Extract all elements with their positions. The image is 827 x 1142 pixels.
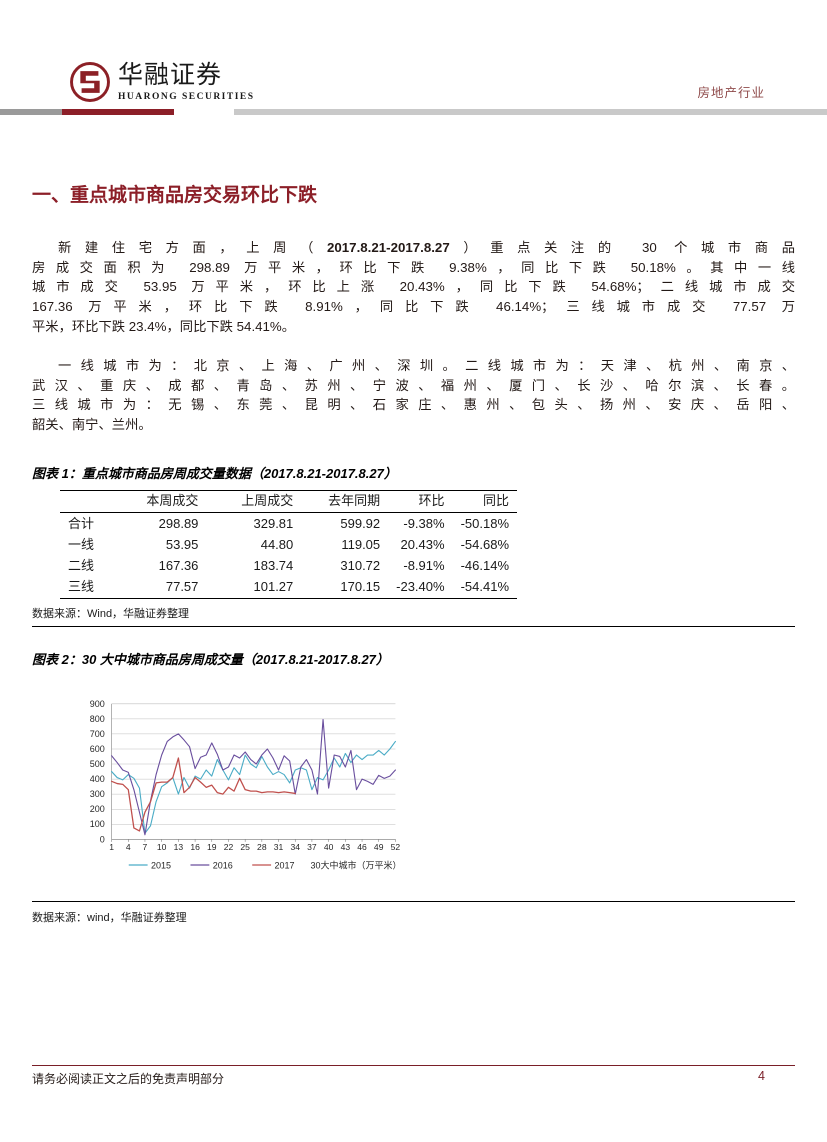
svg-text:7: 7 (143, 842, 148, 852)
svg-text:46: 46 (357, 842, 367, 852)
svg-text:31: 31 (274, 842, 284, 852)
svg-text:16: 16 (190, 842, 200, 852)
svg-text:2015: 2015 (151, 860, 171, 870)
svg-text:200: 200 (90, 804, 105, 814)
svg-text:500: 500 (90, 759, 105, 769)
svg-text:52: 52 (391, 842, 401, 852)
svg-text:28: 28 (257, 842, 267, 852)
svg-text:49: 49 (374, 842, 384, 852)
svg-text:34: 34 (291, 842, 301, 852)
svg-text:600: 600 (90, 744, 105, 754)
svg-text:40: 40 (324, 842, 334, 852)
svg-text:100: 100 (90, 819, 105, 829)
svg-text:19: 19 (207, 842, 217, 852)
svg-text:2016: 2016 (213, 860, 233, 870)
svg-text:400: 400 (90, 774, 105, 784)
svg-text:2017: 2017 (275, 860, 295, 870)
svg-text:25: 25 (240, 842, 250, 852)
svg-text:10: 10 (157, 842, 167, 852)
svg-text:0: 0 (100, 834, 105, 844)
svg-text:13: 13 (174, 842, 184, 852)
svg-text:800: 800 (90, 714, 105, 724)
svg-text:37: 37 (307, 842, 317, 852)
svg-text:1: 1 (109, 842, 114, 852)
svg-text:700: 700 (90, 729, 105, 739)
svg-text:30大中城市（万平米）: 30大中城市（万平米） (311, 859, 402, 870)
svg-text:300: 300 (90, 789, 105, 799)
svg-text:900: 900 (90, 699, 105, 709)
svg-text:22: 22 (224, 842, 234, 852)
svg-text:43: 43 (341, 842, 351, 852)
svg-text:4: 4 (126, 842, 131, 852)
